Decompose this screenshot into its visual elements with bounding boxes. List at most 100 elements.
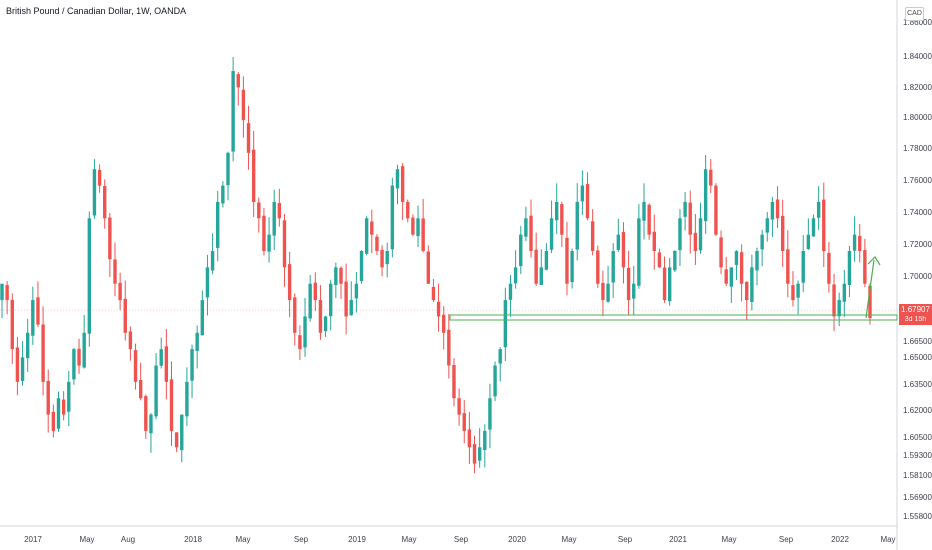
- candle-body: [647, 204, 651, 235]
- candle-body: [863, 250, 867, 284]
- chart-title: British Pound / Canadian Dollar, 1W, OAN…: [6, 6, 187, 16]
- candle-body: [231, 71, 235, 152]
- candle-body: [0, 283, 4, 301]
- candle-body: [210, 251, 215, 271]
- candle-body: [688, 202, 692, 235]
- candle-body: [575, 201, 579, 250]
- candle-body: [739, 252, 744, 284]
- x-tick-label: 2018: [184, 535, 202, 544]
- candle-body: [570, 251, 574, 283]
- y-tick-label: 1.63500: [903, 380, 932, 389]
- candle-body: [51, 411, 56, 431]
- candle-body: [709, 169, 713, 186]
- x-tick-label: 2020: [508, 535, 526, 544]
- candle-body: [565, 237, 569, 284]
- candle-body: [334, 267, 338, 286]
- candle-body: [257, 202, 261, 219]
- candle-body: [251, 149, 256, 202]
- candle-body: [621, 231, 626, 268]
- candle-body: [529, 215, 533, 252]
- support-zone[interactable]: [449, 314, 898, 321]
- candle-body: [524, 218, 528, 237]
- candle-body: [698, 218, 703, 251]
- candle-body: [344, 281, 348, 317]
- candle-body: [816, 201, 821, 218]
- candle-body: [287, 264, 292, 301]
- candle-body: [339, 267, 343, 284]
- candle-body: [5, 285, 9, 301]
- candle-body: [159, 349, 163, 366]
- y-tick-label: 1.58100: [903, 471, 932, 480]
- candle-body: [832, 284, 836, 317]
- x-tick-label: Sep: [454, 535, 469, 544]
- y-tick-label: 1.65000: [903, 353, 932, 362]
- candle-body: [216, 201, 220, 248]
- candle-body: [87, 218, 92, 334]
- arrow-head-icon: [867, 256, 881, 266]
- candle-body: [786, 249, 790, 284]
- candle-body: [56, 398, 61, 429]
- candle-body: [272, 201, 276, 236]
- x-tick-label: 2022: [831, 535, 849, 544]
- candle-body: [154, 365, 158, 417]
- candle-body: [796, 283, 800, 298]
- x-tick-label: 2021: [669, 535, 687, 544]
- candle-body: [128, 331, 133, 350]
- candle-body: [138, 379, 143, 399]
- candle-body: [426, 251, 430, 284]
- x-tick-label: Sep: [294, 535, 309, 544]
- candle-body: [200, 300, 205, 336]
- candle-body: [616, 234, 621, 250]
- candle-body: [313, 282, 318, 301]
- candle-body: [858, 235, 862, 252]
- candle-body: [400, 166, 405, 202]
- candle-body: [31, 300, 35, 336]
- candle-body: [72, 349, 76, 380]
- candle-body: [560, 204, 564, 235]
- candle-body: [195, 332, 199, 351]
- candle-body: [406, 201, 410, 219]
- candle-body: [77, 348, 81, 366]
- y-tick-label: 1.62000: [903, 406, 932, 415]
- candle-body: [554, 201, 559, 221]
- candle-body: [36, 297, 40, 325]
- candle-body: [714, 185, 718, 235]
- candle-body: [590, 221, 595, 252]
- candle-body: [164, 346, 169, 382]
- candle-body: [354, 283, 359, 299]
- x-tick-label: May: [79, 535, 94, 544]
- candle-body: [108, 217, 112, 260]
- last-price-tag: 1.67907 3d 15h: [899, 304, 932, 325]
- candle-body: [375, 236, 379, 252]
- y-tick-label: 1.74000: [903, 208, 932, 217]
- candle-body: [277, 203, 282, 219]
- candle-body: [436, 301, 441, 317]
- x-tick-label: May: [721, 535, 736, 544]
- candle-body: [775, 199, 780, 219]
- candle-body: [329, 283, 333, 317]
- candle-body: [724, 269, 728, 284]
- candle-body: [842, 283, 847, 302]
- candle-body: [180, 414, 184, 451]
- currency-badge[interactable]: CAD: [905, 7, 924, 21]
- y-tick-label: 1.78000: [903, 144, 932, 153]
- candle-body: [282, 220, 287, 268]
- candle-body: [144, 396, 148, 431]
- candle-body: [442, 314, 446, 333]
- x-tick-label: 2017: [24, 535, 42, 544]
- candle-body: [596, 250, 600, 284]
- candle-body: [395, 169, 400, 189]
- candle-body: [349, 300, 353, 316]
- y-tick-label: 1.56900: [903, 493, 932, 502]
- candle-body: [806, 234, 811, 250]
- candle-body: [637, 218, 641, 286]
- candle-body: [534, 249, 538, 284]
- candle-body: [606, 283, 610, 302]
- candle-body: [755, 251, 759, 271]
- x-tick-label: Aug: [121, 535, 135, 544]
- candle-body: [421, 218, 425, 252]
- candle-body: [488, 398, 492, 430]
- candle-body: [483, 430, 487, 451]
